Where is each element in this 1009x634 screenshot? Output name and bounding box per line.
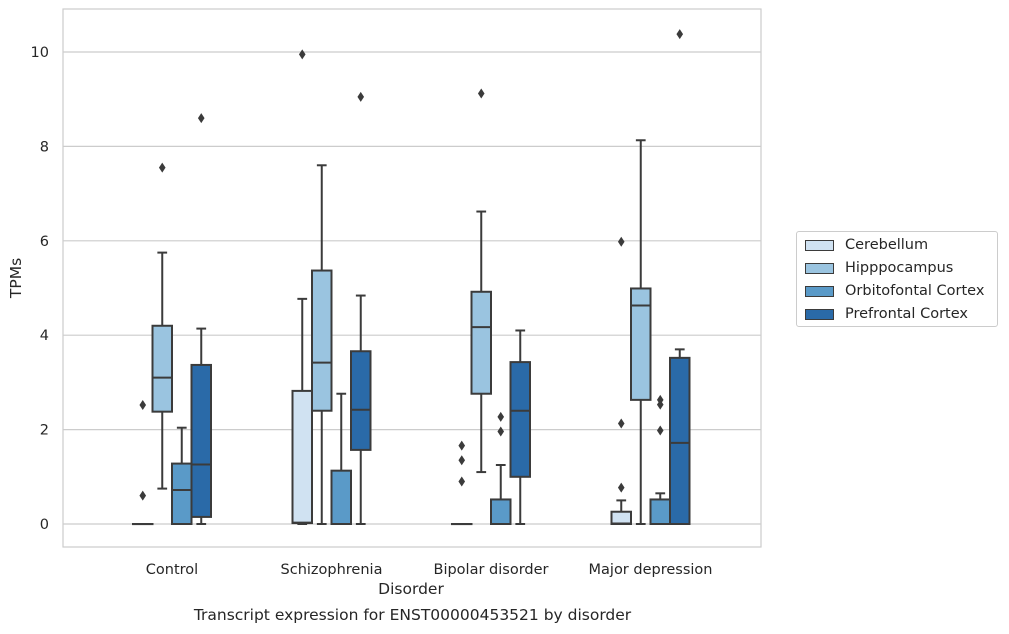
box-2-0: [451, 440, 473, 526]
box-1-1: [311, 164, 333, 525]
y-axis-ticks: 0 2 4 6 8 10: [31, 45, 49, 533]
box-body: [151, 324, 173, 413]
outlier-point: [497, 426, 505, 437]
box-2-2: [490, 411, 512, 525]
box-0-3: [190, 113, 212, 525]
box-groups: [132, 29, 691, 526]
legend-label-prefrontal: Prefrontal Cortex: [845, 306, 968, 322]
box-body: [669, 356, 691, 525]
box-3-3: [669, 29, 691, 525]
box-body: [610, 510, 632, 525]
outlier-point: [298, 49, 306, 60]
box-1-2: [330, 392, 352, 525]
box-3-1: [630, 139, 652, 525]
box-body: [649, 498, 671, 525]
outlier-point: [158, 162, 166, 173]
box-body: [330, 469, 352, 525]
box-body: [470, 290, 492, 395]
box-body: [311, 269, 333, 412]
outlier-point: [617, 418, 625, 429]
x-axis-ticks: Control Schizophrenia Bipolar disorder Majo…: [146, 562, 713, 578]
outlier-point: [617, 482, 625, 493]
outlier-point: [357, 91, 365, 102]
outlier-point: [656, 394, 664, 405]
box-body: [350, 350, 372, 451]
legend-swatch-hippocampus: [805, 262, 834, 274]
y-tick-label: 2: [40, 423, 49, 439]
x-tick-label: Control: [146, 562, 198, 578]
outlier-point: [676, 29, 684, 40]
box-body: [291, 389, 313, 525]
legend-item-orbitofrontal: Orbitofontal Cortex: [805, 281, 984, 301]
legend-swatch-cerebellum: [805, 239, 834, 251]
box-body: [190, 363, 212, 518]
y-tick-label: 0: [40, 517, 49, 533]
y-tick-label: 10: [31, 45, 49, 61]
legend: Cerebellum Hipppocampus Orbitofontal Cor…: [796, 231, 998, 327]
y-axis-label: TPMs: [7, 258, 25, 299]
outlier-point: [139, 400, 147, 411]
y-tick-label: 6: [40, 234, 49, 250]
outlier-point: [617, 236, 625, 247]
outlier-point: [656, 425, 664, 436]
box-3-2: [649, 394, 671, 525]
box-0-0: [132, 400, 154, 526]
outlier-point: [197, 113, 205, 124]
outlier-point: [477, 88, 485, 99]
box-2-3: [509, 329, 531, 525]
y-tick-label: 8: [40, 139, 49, 155]
box-1-0: [291, 49, 313, 525]
x-tick-label: Bipolar disorder: [434, 562, 549, 578]
outlier-point: [458, 455, 466, 466]
legend-swatch-orbitofrontal: [805, 285, 834, 297]
box-body: [630, 287, 652, 401]
legend-label-hippocampus: Hipppocampus: [845, 260, 954, 276]
outlier-point: [139, 490, 147, 501]
box-0-1: [151, 162, 173, 490]
legend-label-orbitofrontal: Orbitofontal Cortex: [845, 283, 985, 299]
legend-swatch-prefrontal: [805, 308, 834, 320]
legend-item-cerebellum: Cerebellum: [805, 235, 928, 255]
x-tick-label: Schizophrenia: [281, 562, 383, 578]
figure-caption: Transcript expression for ENST0000045352…: [193, 606, 632, 624]
legend-item-hippocampus: Hipppocampus: [805, 258, 953, 278]
box-3-0: [610, 236, 632, 525]
box-1-3: [350, 91, 372, 525]
x-axis-label: Disorder: [378, 580, 444, 598]
outlier-point: [458, 476, 466, 487]
box-body: [509, 361, 531, 478]
x-tick-label: Major depression: [589, 562, 713, 578]
box-body: [490, 498, 512, 525]
outlier-point: [458, 440, 466, 451]
plot-frame: [62, 8, 762, 548]
box-body: [171, 462, 193, 526]
legend-item-prefrontal: Prefrontal Cortex: [805, 304, 968, 324]
outlier-point: [497, 411, 505, 422]
y-tick-label: 4: [40, 328, 49, 344]
legend-label-cerebellum: Cerebellum: [845, 237, 929, 253]
box-2-1: [470, 88, 492, 474]
